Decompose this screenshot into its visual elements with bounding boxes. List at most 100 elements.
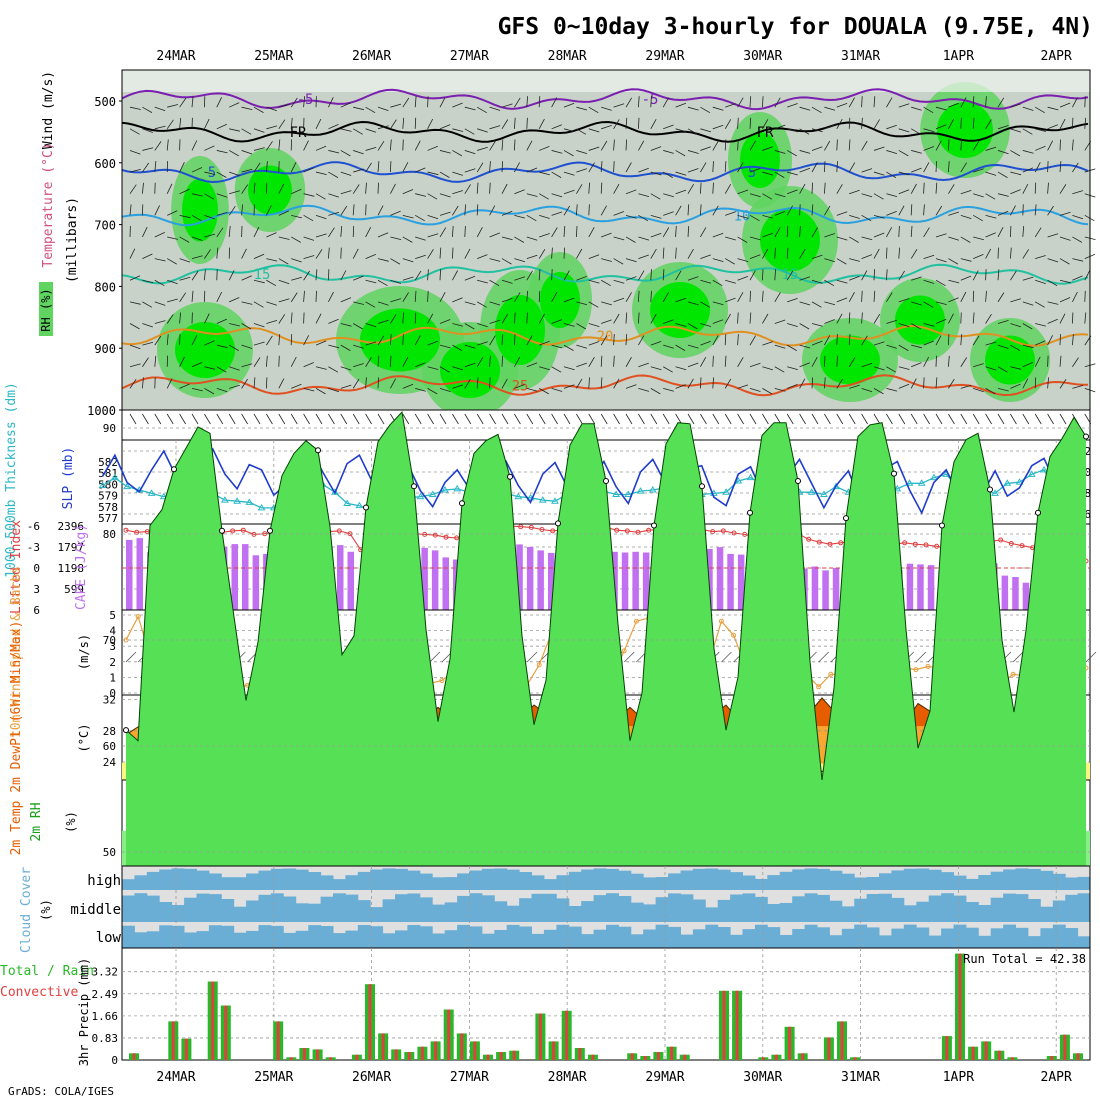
wind-barb: [1010, 225, 1012, 237]
cape-bar: [822, 570, 829, 610]
wind-barb: [340, 150, 351, 157]
cloud-cover-block: [606, 868, 619, 890]
wind-barb: [960, 312, 962, 324]
li-tick-label: -3: [27, 541, 40, 554]
precip-convective-bar: [735, 990, 739, 1060]
wind-barb: [1084, 290, 1086, 302]
wind-barb: [365, 182, 367, 194]
thickness-point: [930, 473, 938, 481]
rh2m-point: [555, 520, 561, 527]
wind-barb: [1072, 190, 1084, 195]
wind-barb: [762, 214, 774, 219]
wind-barb: [997, 292, 1005, 303]
cloud-level-label: middle: [70, 902, 121, 918]
surface-wind-barb: [848, 413, 856, 425]
cloud-cover-block: [221, 877, 235, 890]
wind-barb: [650, 96, 652, 108]
wind-barb: [290, 162, 297, 173]
precip-convective-bar: [683, 1054, 687, 1060]
wind-barb: [1047, 233, 1059, 238]
wind-barb: [129, 150, 141, 155]
wind-barb: [303, 255, 315, 259]
cloud-cover-block: [568, 906, 582, 922]
wind-barb: [700, 106, 711, 114]
wind-barb: [390, 313, 397, 324]
wind-barb: [1022, 276, 1034, 281]
wind-barb: [749, 236, 761, 241]
isotherm-label: FR: [757, 125, 774, 141]
precip-convective-bar: [670, 1046, 674, 1060]
lifted-index-point: [806, 536, 812, 542]
cloud-cover-block: [270, 925, 284, 948]
surface-wind-barb: [142, 413, 149, 425]
wind-barb: [749, 117, 752, 129]
wind-barb: [390, 103, 402, 108]
cloud-cover-block: [221, 925, 235, 948]
temp-tick-label: 24: [103, 756, 117, 769]
wind-barb: [663, 211, 674, 216]
wind-barb: [960, 162, 967, 173]
wind-barb: [625, 312, 628, 324]
wind-barb: [576, 128, 587, 135]
wind-barb: [985, 366, 997, 371]
wind-barb: [439, 124, 451, 130]
wind-barb: [414, 335, 421, 346]
cloud-cover-block: [196, 893, 210, 922]
wind-barb: [576, 204, 578, 216]
wind-barb: [1010, 189, 1021, 195]
wind-barb: [216, 150, 228, 154]
wind-barb: [613, 211, 625, 216]
thickness-point: [1040, 465, 1048, 473]
wind-barb: [551, 227, 558, 238]
cloud-cover-block: [841, 906, 855, 922]
wind-barb: [1072, 97, 1078, 108]
wind-barb: [154, 106, 166, 112]
wind-barb: [1072, 214, 1084, 220]
wind-barb: [799, 248, 806, 259]
wind-barb: [923, 227, 930, 238]
wind-barb: [365, 377, 367, 389]
wind-barb: [774, 124, 786, 130]
wind-barb: [613, 297, 625, 303]
cloud-cover-block: [146, 931, 160, 948]
cloud-cover-block: [829, 900, 843, 922]
wind-barb: [848, 312, 851, 324]
wind-barb: [191, 167, 203, 173]
cloud-cover-block: [891, 870, 905, 890]
wind-barb: [1047, 301, 1059, 305]
wind-barb: [1059, 279, 1071, 284]
wind-barb: [526, 140, 533, 151]
wind-barb: [328, 211, 340, 216]
wind-barb: [191, 362, 203, 368]
wind-barb: [414, 140, 421, 151]
wind-barb: [576, 225, 578, 237]
wind-barb: [923, 128, 935, 133]
wind-barb: [985, 388, 996, 395]
wind-barb: [427, 233, 439, 238]
cloud-cover-block: [556, 875, 570, 890]
wind-barb: [675, 323, 687, 327]
wind-barb: [700, 377, 702, 389]
wind-barb: [204, 366, 216, 370]
cloud-cover-block: [444, 877, 458, 890]
surface-wind-barb: [824, 413, 831, 425]
cloud-cover-block: [419, 926, 433, 948]
surface-wind-barb: [724, 413, 732, 425]
cloud-cover-block: [779, 935, 793, 948]
precip-convective-bar: [394, 1049, 398, 1060]
cloud-cover-block: [916, 927, 930, 948]
wind-barb: [1010, 150, 1021, 157]
wind-barb: [762, 313, 769, 324]
wind-barb: [390, 139, 392, 151]
wind-barb: [638, 290, 640, 302]
wind-barb: [526, 270, 533, 281]
credit-label: GrADS: COLA/IGES: [8, 1085, 114, 1098]
wind-barb: [179, 312, 181, 324]
wind-barb: [811, 227, 818, 238]
wind-barb: [414, 117, 417, 129]
wind-barb: [762, 388, 773, 395]
wind-barb: [774, 366, 785, 373]
cloud-cover-block: [481, 868, 495, 890]
wind-barb: [600, 205, 607, 216]
wind-barb: [1034, 182, 1037, 194]
